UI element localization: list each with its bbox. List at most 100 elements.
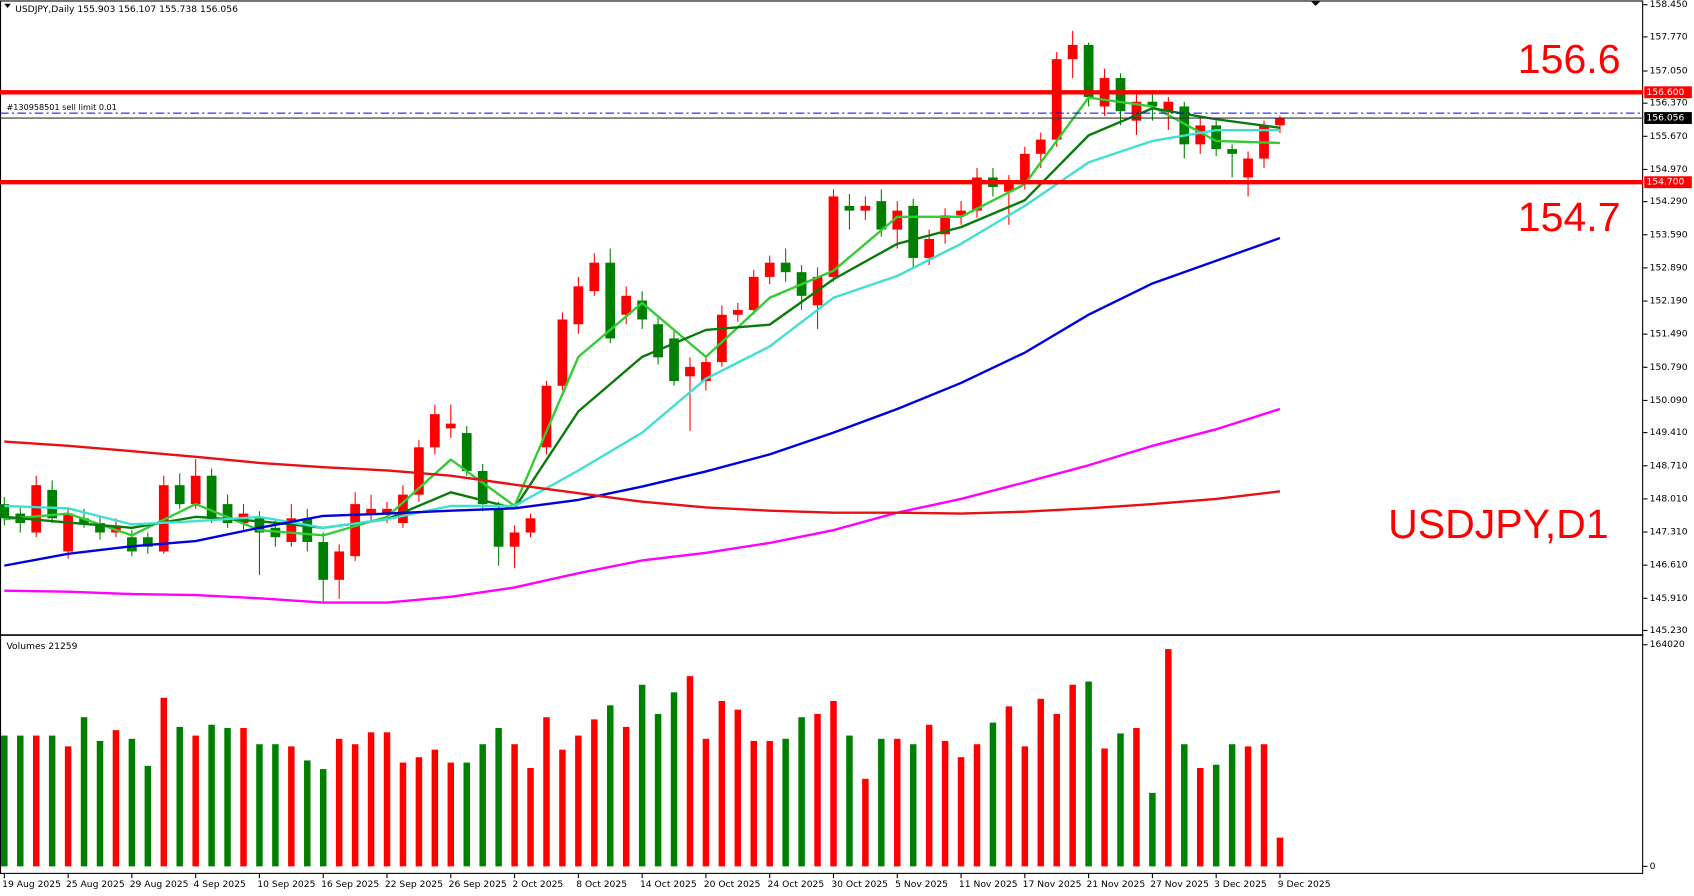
candle-body <box>509 532 520 547</box>
candle-body <box>1019 153 1030 183</box>
volume-bar <box>64 746 72 867</box>
y-tick-label: 158.450 <box>1650 0 1688 10</box>
volume-bar <box>240 728 247 867</box>
x-tick-label: 21 Nov 2025 <box>1086 879 1145 890</box>
candle-body <box>1004 182 1014 192</box>
volume-bar <box>718 700 726 867</box>
volume-bar <box>447 762 455 867</box>
volume-bar <box>288 746 295 867</box>
volume-bar <box>909 744 917 867</box>
y-tick-label: 156.370 <box>1650 98 1688 109</box>
volume-bar <box>527 768 534 867</box>
volume-bar <box>319 769 327 867</box>
moving-average <box>4 236 1281 567</box>
x-tick-label: 19 Aug 2025 <box>2 879 61 890</box>
candle-body <box>780 262 791 273</box>
candle-body <box>222 504 233 524</box>
volume-bar <box>304 760 311 867</box>
candle-body <box>1067 44 1078 60</box>
x-tick-label: 30 Oct 2025 <box>831 879 888 890</box>
x-tick-label: 24 Oct 2025 <box>768 879 825 890</box>
volume-bar <box>272 744 279 867</box>
candle-body <box>972 177 982 211</box>
y-tick-label: 145.910 <box>1650 593 1688 604</box>
volume-bar <box>1260 744 1268 867</box>
y-tick-label: 151.490 <box>1650 329 1688 340</box>
candle-body <box>302 518 313 542</box>
candle-body <box>429 414 440 448</box>
volume-bar <box>160 697 168 867</box>
x-tick-label: 25 Aug 2025 <box>66 879 125 890</box>
volume-bar <box>176 726 183 867</box>
open: 155.903 <box>77 4 115 15</box>
volume-bar <box>654 713 662 867</box>
volume-bar <box>575 735 582 867</box>
volume-bar <box>1228 744 1236 867</box>
candle-body <box>286 518 297 542</box>
volume-bar <box>128 738 136 867</box>
candle-body <box>142 537 153 547</box>
y-tick-label: 154.290 <box>1650 196 1688 207</box>
y-tick-label: 157.770 <box>1650 31 1688 42</box>
candle-body <box>95 523 105 533</box>
menu-arrow[interactable] <box>4 3 11 9</box>
volume-bar <box>798 717 805 867</box>
candle-body <box>366 508 376 514</box>
candle-body <box>605 262 616 339</box>
x-tick-label: 8 Oct 2025 <box>576 879 627 890</box>
y-tick-label: 154.970 <box>1650 164 1688 175</box>
volume-bar <box>894 738 901 867</box>
level-label-box <box>1644 176 1692 189</box>
candle-body <box>1275 118 1285 126</box>
volume-bar <box>878 738 885 867</box>
candle-body <box>557 319 568 386</box>
volume-bar <box>96 740 104 867</box>
candle-body <box>908 205 919 258</box>
x-tick-label: 22 Sep 2025 <box>385 879 443 890</box>
moving-average <box>4 440 1281 515</box>
candle-body <box>1179 106 1190 145</box>
x-tick-label: 17 Nov 2025 <box>1023 879 1082 890</box>
volume-bar <box>399 762 407 867</box>
volume-bar <box>495 728 502 867</box>
volume-bar <box>862 778 869 867</box>
candle-body <box>127 537 137 552</box>
volume-bar <box>511 744 518 867</box>
candle-body <box>1147 101 1158 107</box>
y-tick-label: 152.890 <box>1650 262 1688 273</box>
candle-body <box>669 338 679 382</box>
x-tick-label: 20 Oct 2025 <box>704 879 761 890</box>
x-tick-label: 2 Oct 2025 <box>512 879 563 890</box>
candle-body <box>79 518 89 524</box>
volume-bar <box>1053 713 1060 867</box>
volume-bar <box>335 738 343 867</box>
y-tick-label: 157.050 <box>1650 65 1688 76</box>
y-tick-label: 150.090 <box>1650 395 1688 406</box>
candle-body <box>318 541 329 580</box>
volume-bar <box>1212 764 1220 867</box>
volume-bar <box>1 735 8 867</box>
volume-bar <box>591 719 598 867</box>
x-tick-label: 3 Dec 2025 <box>1214 879 1267 890</box>
volume-bar <box>17 735 24 867</box>
y-tick-label: 145.230 <box>1650 625 1688 636</box>
y-tick-label: 148.010 <box>1650 493 1688 504</box>
candle-body <box>717 314 727 363</box>
volume-bar <box>208 724 215 867</box>
x-tick-label: 5 Nov 2025 <box>895 879 948 890</box>
candle-body <box>844 205 855 211</box>
volume-bar <box>607 705 614 867</box>
volume-bar <box>957 757 965 867</box>
volume-bar <box>1181 744 1188 867</box>
volume-bar <box>48 735 56 867</box>
level-big-label: 154.7 <box>1518 194 1621 240</box>
candle-body <box>748 276 759 311</box>
volume-bar <box>1101 748 1108 867</box>
volume-tick-label: 0 <box>1650 861 1656 872</box>
x-tick-label: 14 Oct 2025 <box>640 879 697 890</box>
volume-bar <box>1165 649 1172 867</box>
candle-body <box>1083 44 1094 98</box>
level-label: 154.700 <box>1646 177 1684 188</box>
volume-bar <box>383 732 391 867</box>
